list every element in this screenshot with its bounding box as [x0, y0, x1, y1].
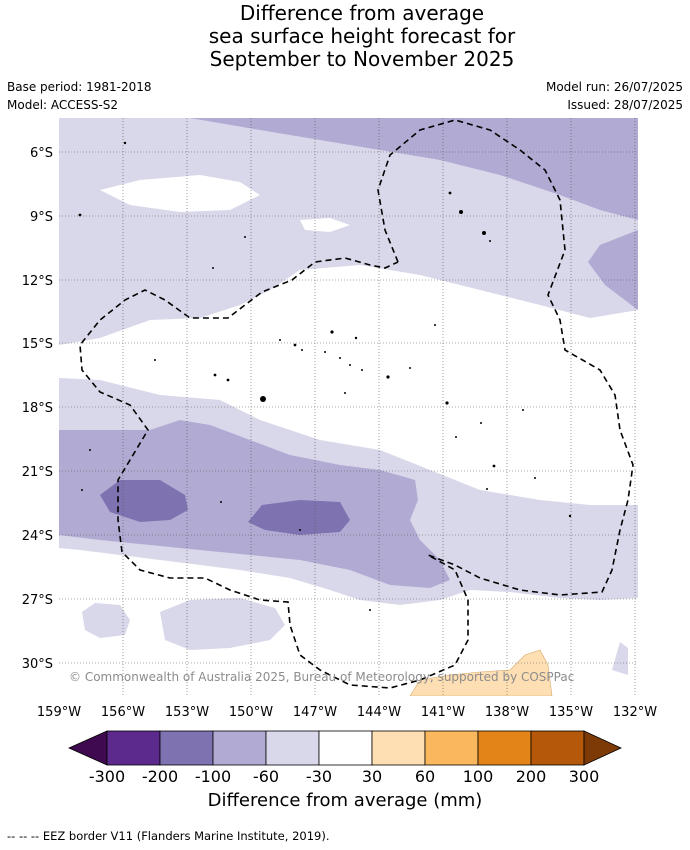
issued-date: Issued: 28/07/2025	[567, 98, 683, 112]
colorbar-segment	[371, 730, 426, 766]
lat-label: 30°S	[22, 657, 53, 672]
colorbar-tick: 100	[463, 767, 494, 786]
colorbar-tick: 300	[569, 767, 600, 786]
title-line-1: Difference from average	[239, 1, 485, 25]
anomaly-region-south-mid	[59, 420, 450, 588]
lat-label: 18°S	[22, 401, 53, 416]
lat-label: 27°S	[22, 593, 53, 608]
colorbar	[68, 730, 622, 766]
model-name: Model: ACCESS-S2	[7, 98, 119, 112]
neutral-patch-2	[300, 218, 350, 232]
lat-label: 6°S	[30, 146, 53, 161]
colorbar-title: Difference from average (mm)	[207, 790, 483, 811]
map-title: Difference from average sea surface heig…	[0, 2, 690, 71]
lat-label: 24°S	[22, 529, 53, 544]
colorbar-segment	[318, 730, 373, 766]
anomaly-region-core-central	[248, 500, 350, 535]
copyright-notice: © Commonwealth of Australia 2025, Bureau…	[69, 670, 574, 684]
lat-label: 15°S	[22, 337, 53, 352]
meta-left: Base period: 1981-2018 Model: ACCESS-S2	[7, 78, 152, 114]
colorbar-tick: -200	[142, 767, 178, 786]
colorbar-segment	[265, 730, 320, 766]
lon-label: 141°W	[421, 705, 465, 720]
title-line-2: sea surface height forecast for	[208, 24, 516, 48]
model-run: Model run: 26/07/2025	[545, 80, 683, 94]
anomaly-field	[59, 118, 638, 696]
colorbar-tick: -60	[253, 767, 279, 786]
colorbar-segment	[159, 730, 214, 766]
positive-anomaly-region	[409, 649, 553, 696]
colorbar-tick: 60	[415, 767, 435, 786]
base-period: Base period: 1981-2018	[7, 80, 152, 94]
lon-label: 138°W	[485, 705, 529, 720]
colorbar-tick: -30	[306, 767, 332, 786]
lon-label: 144°W	[357, 705, 401, 720]
lon-label: 159°W	[37, 705, 81, 720]
title-line-3: September to November 2025	[209, 47, 515, 71]
lon-label: 150°W	[229, 705, 273, 720]
colorbar-tick: 200	[516, 767, 547, 786]
anomaly-region-north	[59, 118, 638, 345]
neutral-patch-1	[100, 175, 260, 212]
colorbar-segment	[106, 730, 161, 766]
anomaly-region-east	[588, 230, 638, 310]
colorbar-segment	[477, 730, 532, 766]
colorbar-segment	[530, 730, 585, 766]
lat-label: 12°S	[22, 274, 53, 289]
anomaly-region-northeast	[190, 118, 638, 220]
islands	[78, 141, 572, 611]
eez-legend-note: -- -- -- EEZ border V11 (Flanders Marine…	[7, 829, 330, 843]
anomaly-region-southeast-sliver	[612, 642, 628, 675]
colorbar-segment	[212, 730, 267, 766]
lon-label: 135°W	[549, 705, 593, 720]
gridlines	[59, 118, 638, 696]
colorbar-tick: 30	[362, 767, 382, 786]
colorbar-tick: -100	[195, 767, 231, 786]
colorbar-extend-min	[68, 730, 108, 766]
lat-label: 9°S	[30, 210, 53, 225]
colorbar-extend-max	[583, 730, 622, 766]
colorbar-segment	[424, 730, 479, 766]
anomaly-region-south-blob	[160, 598, 285, 650]
lat-label: 21°S	[22, 465, 53, 480]
anomaly-region-southwest	[82, 603, 130, 638]
lon-label: 156°W	[101, 705, 145, 720]
colorbar-tick: -300	[89, 767, 125, 786]
anomaly-region-core-west	[100, 480, 188, 522]
lon-label: 153°W	[165, 705, 209, 720]
lon-label: 147°W	[293, 705, 337, 720]
lon-label: 132°W	[613, 705, 657, 720]
meta-right: Model run: 26/07/2025 Issued: 28/07/2025	[546, 78, 683, 114]
